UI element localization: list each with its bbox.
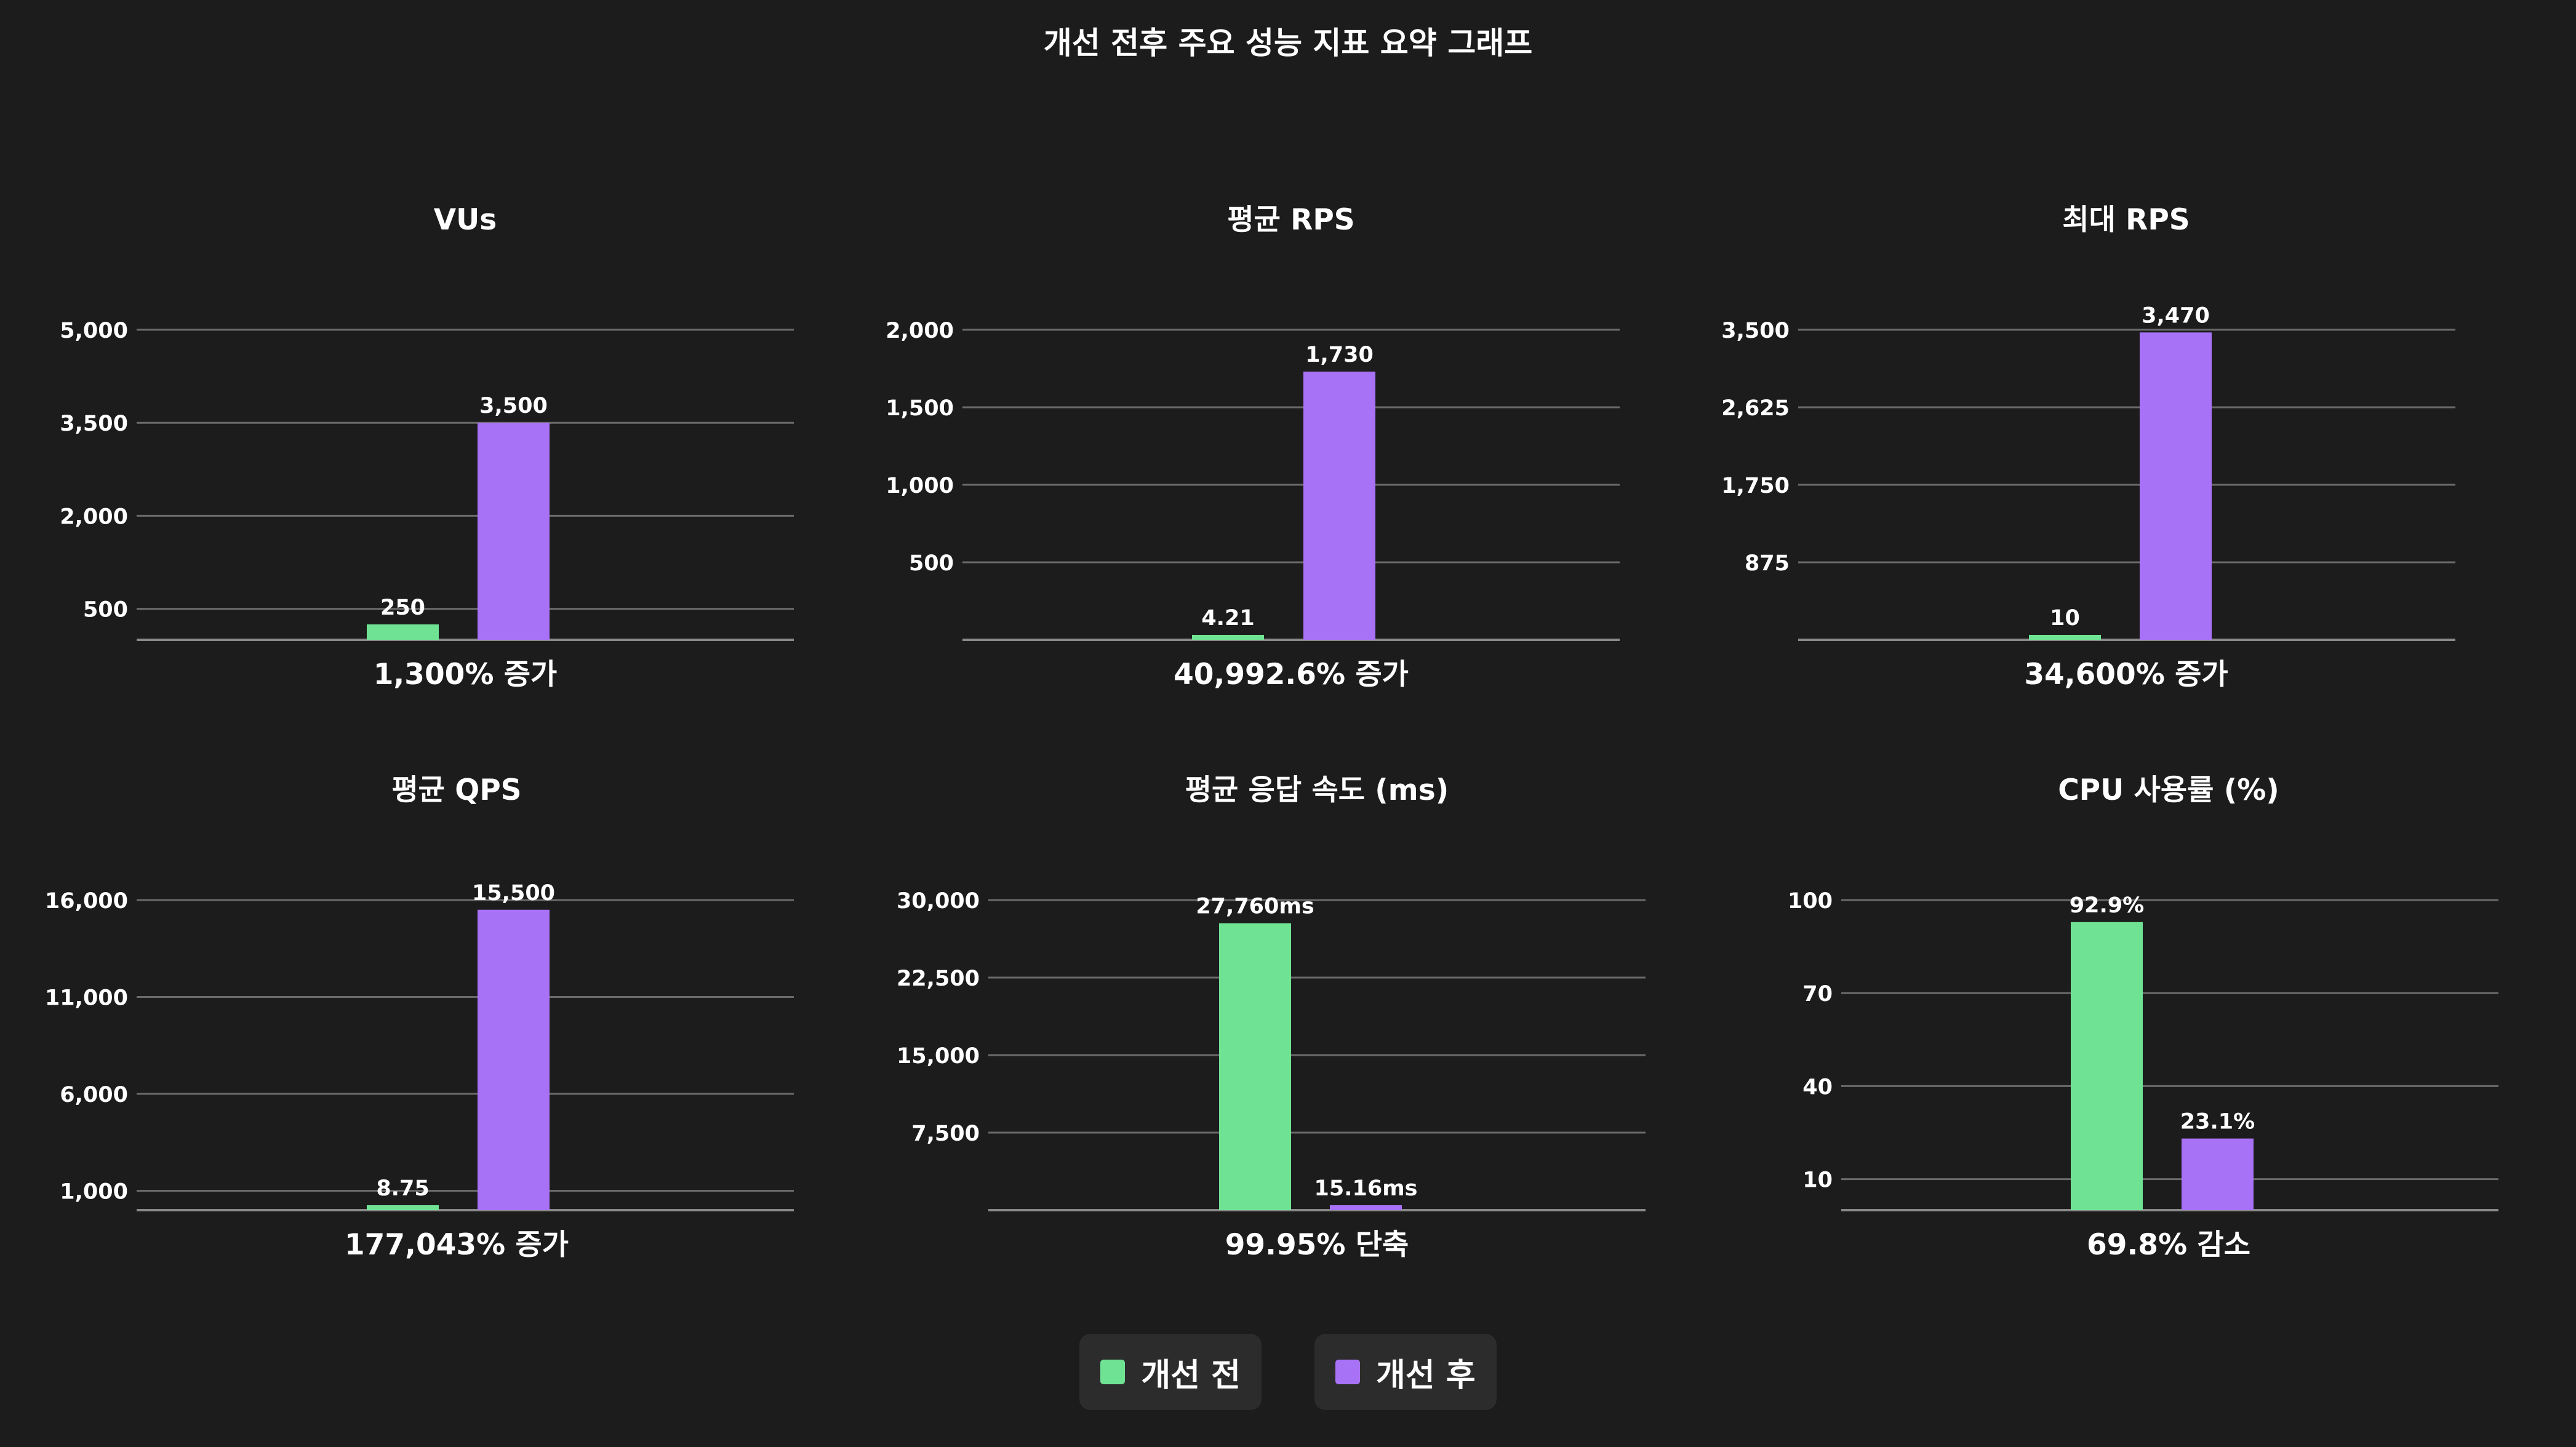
bar-value-label: 250 xyxy=(380,596,425,620)
y-tick-label: 1,000 xyxy=(886,474,954,498)
y-tick-label: 500 xyxy=(83,598,128,623)
bar-value-label: 1,730 xyxy=(1305,343,1374,367)
chart-title: 평균 QPS xyxy=(391,773,521,807)
y-tick-label: 30,000 xyxy=(897,889,980,914)
bar-before[interactable] xyxy=(2071,922,2143,1210)
bar-after[interactable] xyxy=(478,909,550,1210)
bar-value-label: 3,500 xyxy=(479,394,548,418)
y-tick-label: 875 xyxy=(1745,551,1790,576)
bar-after[interactable] xyxy=(1303,372,1375,640)
chart-panel-5: 평균 응답 속도 (ms) 7,500 15,000 22,500 30,000 27,7… xyxy=(897,773,1646,1262)
legend: 개선 전 개선 후 xyxy=(0,1334,2576,1410)
chart-caption: 40,992.6% 증가 xyxy=(1174,658,1409,692)
bar-value-label: 15,500 xyxy=(472,881,555,906)
page-title: 개선 전후 주요 성능 지표 요약 그래프 xyxy=(1043,25,1533,61)
bar-after[interactable] xyxy=(2182,1138,2254,1210)
bar-before[interactable] xyxy=(2029,635,2101,640)
y-tick-label: 11,000 xyxy=(45,986,128,1011)
bar-value-label: 8.75 xyxy=(376,1176,429,1201)
chart-title: 최대 RPS xyxy=(2062,203,2190,237)
legend-swatch-after xyxy=(1335,1360,1360,1384)
bar-before[interactable] xyxy=(367,624,439,640)
chart-caption: 177,043% 증가 xyxy=(345,1228,569,1262)
y-tick-label: 16,000 xyxy=(45,889,128,914)
y-tick-label: 70 xyxy=(1802,982,1833,1007)
y-tick-label: 6,000 xyxy=(60,1083,128,1107)
y-tick-label: 5,000 xyxy=(60,319,128,343)
bar-value-label: 92.9% xyxy=(2070,893,2144,918)
y-tick-label: 3,500 xyxy=(60,412,128,436)
chart-panel-3: 최대 RPS 875 1,750 2,625 3,500 10 3,470 34,600% 증… xyxy=(1721,203,2455,692)
bar-after[interactable] xyxy=(478,423,550,640)
chart-title: 평균 RPS xyxy=(1227,203,1354,237)
chart-panel-2: 평균 RPS 500 1,000 1,500 2,000 4.21 1,730 40,992.… xyxy=(886,203,1620,692)
chart-caption: 34,600% 증가 xyxy=(2024,658,2228,692)
bar-value-label: 27,760ms xyxy=(1196,895,1314,919)
y-tick-label: 1,500 xyxy=(886,396,954,421)
legend-label-after: 개선 후 xyxy=(1376,1357,1476,1394)
y-tick-label: 2,625 xyxy=(1721,396,1790,421)
chart-caption: 69.8% 감소 xyxy=(2087,1228,2250,1262)
legend-item-before[interactable]: 개선 전 xyxy=(1079,1334,1262,1410)
y-tick-label: 10 xyxy=(1802,1168,1833,1193)
legend-item-after[interactable]: 개선 후 xyxy=(1314,1334,1497,1410)
bar-before[interactable] xyxy=(367,1205,439,1210)
y-tick-label: 40 xyxy=(1802,1075,1833,1099)
y-tick-label: 2,000 xyxy=(886,319,954,343)
chart-panel-1: VUs 500 2,000 3,500 5,000 250 3,500 1,300% 증가 xyxy=(60,203,794,692)
y-tick-label: 1,750 xyxy=(1721,474,1790,498)
bar-value-label: 10 xyxy=(2050,606,2080,631)
y-tick-label: 2,000 xyxy=(60,504,128,529)
chart-title: CPU 사용률 (%) xyxy=(2058,773,2279,807)
chart-caption: 1,300% 증가 xyxy=(374,658,558,692)
y-tick-label: 15,000 xyxy=(897,1044,980,1069)
bar-after[interactable] xyxy=(1330,1205,1402,1210)
bar-after[interactable] xyxy=(2140,332,2212,640)
y-tick-label: 7,500 xyxy=(911,1122,980,1146)
bar-value-label: 23.1% xyxy=(2180,1110,2255,1134)
bar-before[interactable] xyxy=(1219,923,1291,1210)
bar-before[interactable] xyxy=(1192,635,1264,640)
bar-value-label: 4.21 xyxy=(1201,606,1254,631)
legend-swatch-before xyxy=(1100,1360,1126,1384)
bar-value-label: 3,470 xyxy=(2142,303,2210,328)
chart-panel-4: 평균 QPS 1,000 6,000 11,000 16,000 8.75 15,500 17… xyxy=(45,773,794,1262)
legend-label-before: 개선 전 xyxy=(1141,1357,1241,1394)
y-tick-label: 500 xyxy=(909,551,954,576)
chart-title: 평균 응답 속도 (ms) xyxy=(1185,773,1449,807)
bar-value-label: 15.16ms xyxy=(1314,1176,1417,1201)
chart-panel-6: CPU 사용률 (%) 10 40 70 100 92.9% 23.1% 69.8% 감소 xyxy=(1788,773,2498,1262)
y-tick-label: 100 xyxy=(1788,889,1833,914)
y-tick-label: 22,500 xyxy=(897,967,980,991)
y-tick-label: 1,000 xyxy=(60,1180,128,1205)
y-tick-label: 3,500 xyxy=(1721,319,1790,343)
chart-title: VUs xyxy=(434,203,497,237)
chart-caption: 99.95% 단축 xyxy=(1225,1228,1409,1262)
